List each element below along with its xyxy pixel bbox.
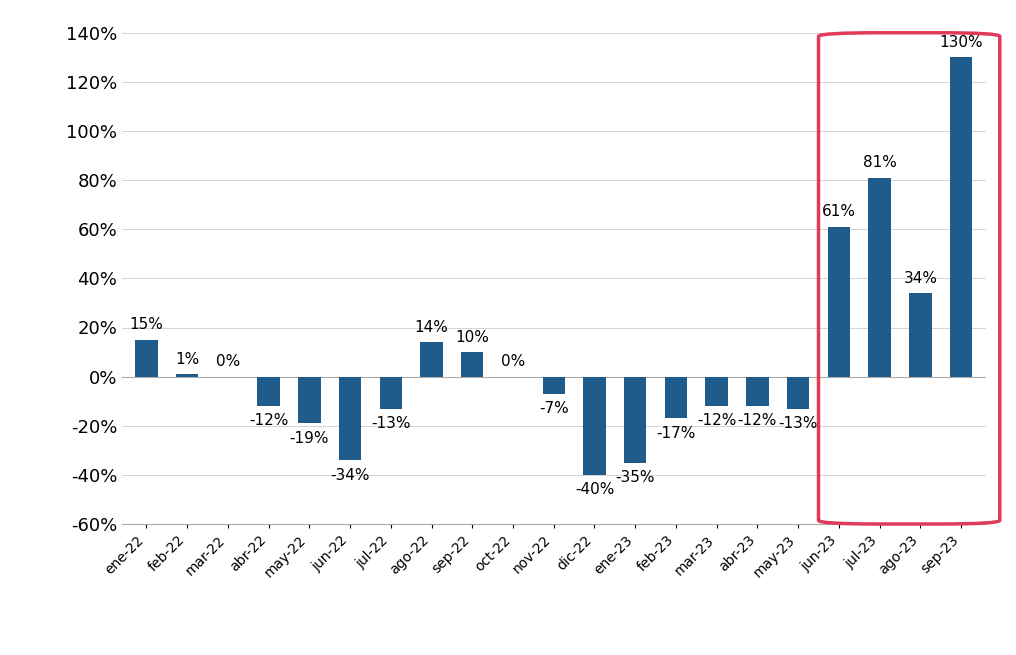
Bar <box>380 377 402 409</box>
Text: -12%: -12% <box>249 413 289 428</box>
Text: 130%: 130% <box>939 35 982 50</box>
Text: 0%: 0% <box>501 354 525 369</box>
Bar <box>828 227 850 377</box>
Bar <box>909 293 932 377</box>
Bar <box>583 377 606 475</box>
Text: -40%: -40% <box>575 482 614 497</box>
Bar <box>624 377 646 462</box>
Text: 61%: 61% <box>822 204 855 219</box>
Text: -7%: -7% <box>538 401 569 416</box>
Bar <box>746 377 768 406</box>
Text: -13%: -13% <box>778 416 818 431</box>
Text: -19%: -19% <box>290 431 329 445</box>
Text: 15%: 15% <box>129 318 164 333</box>
Text: -12%: -12% <box>697 413 737 428</box>
Bar <box>664 377 687 419</box>
Text: 81%: 81% <box>863 155 896 170</box>
Bar <box>298 377 320 423</box>
Text: -17%: -17% <box>656 426 696 441</box>
Bar <box>950 58 972 377</box>
Bar <box>787 377 810 409</box>
Bar <box>543 377 565 394</box>
Text: -12%: -12% <box>738 413 777 428</box>
Bar <box>135 340 157 377</box>
Bar <box>176 374 198 377</box>
Bar <box>705 377 727 406</box>
Bar <box>461 352 484 377</box>
Bar <box>869 178 891 377</box>
Text: -13%: -13% <box>371 416 410 431</box>
Bar <box>339 377 362 460</box>
Text: 0%: 0% <box>215 354 240 369</box>
Bar <box>421 342 443 377</box>
Bar <box>257 377 279 406</box>
Text: 34%: 34% <box>903 271 938 286</box>
Text: -35%: -35% <box>616 470 655 485</box>
Text: 1%: 1% <box>175 352 199 367</box>
Text: 10%: 10% <box>455 329 489 345</box>
Text: 14%: 14% <box>415 320 448 335</box>
Text: -34%: -34% <box>330 468 370 483</box>
